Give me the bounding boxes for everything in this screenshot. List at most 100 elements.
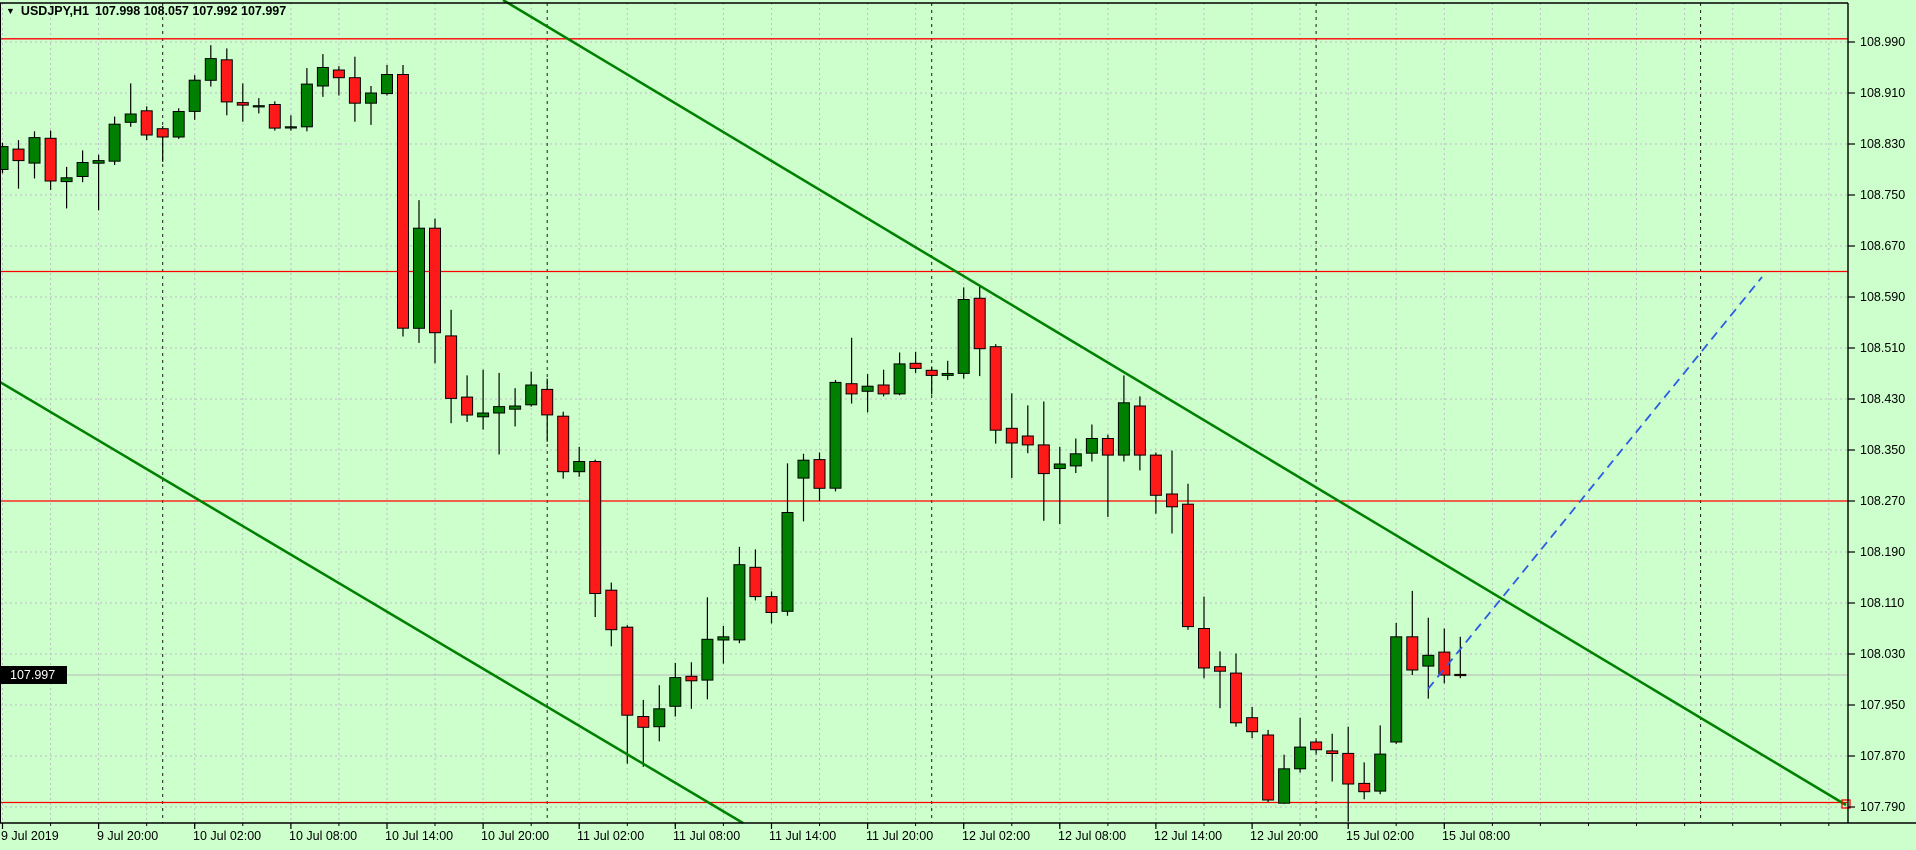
candle — [685, 662, 698, 709]
price-axis-label: 108.270 — [1860, 494, 1906, 508]
time-axis-label: 9 Jul 20:00 — [97, 829, 159, 843]
time-axis-label: 10 Jul 20:00 — [481, 829, 550, 843]
candle — [252, 98, 265, 114]
trendline-handle[interactable] — [1841, 799, 1851, 809]
candle — [429, 218, 441, 364]
candle — [1390, 622, 1403, 744]
candle — [12, 140, 25, 189]
candle — [92, 154, 105, 211]
candle — [557, 411, 570, 479]
candle — [220, 48, 233, 116]
price-axis-label: 108.350 — [1860, 443, 1906, 457]
candle — [1262, 729, 1275, 802]
time-axis-label: 10 Jul 02:00 — [193, 829, 262, 843]
candle — [461, 375, 474, 422]
price-axis-label: 107.950 — [1860, 698, 1906, 712]
candle — [877, 369, 890, 397]
time-axis[interactable]: 9 Jul 2019 9 Jul 20:00 10 Jul 02:00 10 Jul … — [0, 827, 1916, 850]
chart-title-bar: ▼ USDJPY,H1 107.998 108.057 107.992 107.… — [6, 3, 286, 19]
candle — [669, 662, 682, 717]
symbol-dropdown-icon[interactable]: ▼ — [6, 6, 15, 16]
candle — [477, 369, 490, 430]
candle — [509, 388, 522, 427]
time-axis-label: 15 Jul 08:00 — [1442, 829, 1511, 843]
time-axis-label: 10 Jul 08:00 — [289, 829, 358, 843]
descending-channel-upper-trendline[interactable] — [502, 0, 1847, 807]
candle — [1374, 725, 1387, 795]
chart-symbol-period: USDJPY,H1 — [20, 4, 90, 18]
candle — [365, 86, 377, 125]
price-axis-label: 108.910 — [1860, 86, 1906, 100]
price-axis-label: 108.190 — [1860, 545, 1906, 559]
candle — [1310, 740, 1323, 754]
time-axis-label: 10 Jul 14:00 — [385, 829, 454, 843]
candle — [989, 344, 1002, 444]
candle — [1053, 446, 1066, 524]
candle — [381, 65, 393, 96]
candle — [1230, 653, 1242, 727]
candle — [749, 549, 762, 601]
candle — [765, 591, 778, 624]
candle — [781, 463, 794, 616]
candle — [1149, 452, 1162, 514]
candle — [316, 54, 329, 97]
candle — [44, 130, 57, 190]
candle — [861, 374, 874, 413]
candle — [1294, 717, 1307, 773]
candle — [541, 378, 554, 442]
candle — [188, 75, 201, 120]
candle — [829, 379, 842, 492]
candle — [1278, 754, 1291, 804]
candle — [845, 337, 858, 404]
candle — [893, 352, 906, 396]
candle — [348, 56, 361, 122]
time-axis-label: 15 Jul 02:00 — [1346, 829, 1415, 843]
price-axis-label: 107.790 — [1860, 800, 1906, 814]
time-axis-label: 12 Jul 02:00 — [962, 829, 1031, 843]
candle — [493, 372, 506, 455]
candle — [1085, 424, 1098, 462]
candle — [637, 699, 650, 767]
candle — [1454, 636, 1467, 679]
candle — [1406, 590, 1419, 675]
time-axis-label: 12 Jul 20:00 — [1250, 829, 1319, 843]
candle — [909, 351, 922, 373]
candle — [1021, 405, 1034, 454]
candle — [60, 166, 73, 209]
candle — [332, 66, 345, 96]
bullish-projection-trendline[interactable] — [1427, 276, 1763, 690]
candle — [621, 625, 634, 764]
candle — [76, 150, 89, 183]
candle — [1182, 483, 1194, 630]
candle — [589, 459, 602, 617]
price-axis-label: 108.670 — [1860, 239, 1906, 253]
candle — [1166, 450, 1178, 534]
candle — [1358, 762, 1371, 800]
candle — [733, 546, 746, 644]
candle — [1133, 396, 1146, 471]
current-price-badge: 107.997 — [0, 666, 67, 684]
price-axis-label: 107.870 — [1860, 749, 1906, 763]
candle — [268, 101, 281, 131]
time-axis-label: 9 Jul 2019 — [1, 829, 59, 843]
candle — [300, 68, 313, 132]
descending-channel-lower-trendline[interactable] — [0, 380, 744, 825]
candle — [413, 200, 425, 343]
price-axis-label: 108.750 — [1860, 188, 1906, 202]
candle — [1342, 726, 1355, 822]
price-axis-label: 108.430 — [1860, 392, 1906, 406]
time-axis-label: 11 Jul 08:00 — [673, 829, 741, 843]
candle — [28, 131, 41, 179]
time-axis-label: 11 Jul 02:00 — [577, 829, 645, 843]
candle — [957, 287, 970, 379]
time-axis-label: 12 Jul 08:00 — [1058, 829, 1127, 843]
price-axis[interactable]: 108.990 108.910 108.830 108.750 108.670 108.5… — [1849, 0, 1916, 823]
candle — [653, 685, 666, 742]
price-axis-label: 108.110 — [1860, 596, 1905, 610]
candle — [1101, 434, 1114, 517]
candle — [445, 309, 458, 424]
candle — [1198, 596, 1210, 679]
candle — [1037, 401, 1050, 521]
